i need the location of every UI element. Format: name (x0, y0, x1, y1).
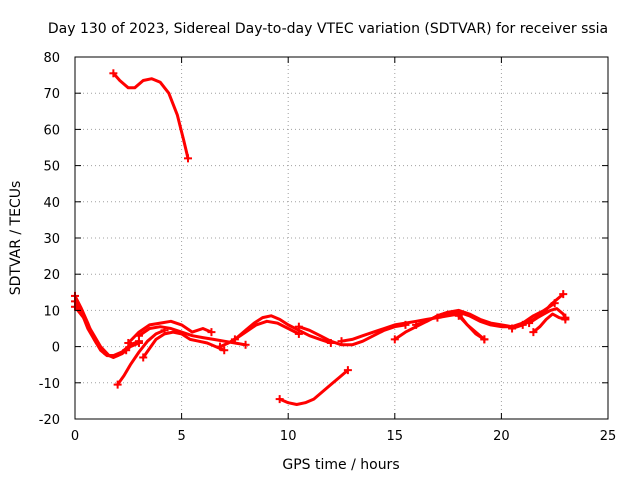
y-tick-label: 50 (43, 160, 60, 175)
y-tick-label: 10 (43, 304, 60, 319)
x-tick-label: 10 (280, 429, 297, 444)
series-end-marker (241, 340, 250, 349)
series-trace-arc-7 (126, 319, 213, 345)
x-tick-label: 15 (387, 429, 404, 444)
x-tick-label: 20 (493, 429, 510, 444)
series-end-marker (139, 353, 148, 362)
series-trace-arc-11 (297, 323, 407, 347)
series-end-marker (109, 69, 118, 78)
y-tick-label: 30 (43, 232, 60, 247)
series-end-marker (207, 328, 216, 337)
series-end-marker (412, 320, 421, 329)
y-tick-label: 20 (43, 268, 60, 283)
series-end-marker (275, 395, 284, 404)
series-end-marker (230, 335, 239, 344)
series-trace-arc-10 (233, 319, 301, 341)
series-end-marker (134, 338, 143, 347)
series-end-marker (508, 324, 517, 333)
series-end-marker (337, 337, 346, 346)
y-axis-label: SDTVAR / TECUs (8, 181, 24, 296)
x-tick-label: 0 (71, 429, 79, 444)
series-trace-arc-6 (141, 330, 226, 359)
series-end-marker (294, 329, 303, 338)
series-trace-arc-2 (73, 299, 141, 359)
series-trace-arc-5 (116, 328, 166, 387)
series-trace-arc-16 (435, 301, 557, 329)
series-trace-arc-17 (457, 314, 486, 341)
series-trace-arc-4 (111, 71, 190, 160)
series-end-marker (561, 315, 570, 324)
series-end-marker (183, 154, 192, 163)
series-end-marker (529, 328, 538, 337)
x-axis-label: GPS time / hours (282, 457, 399, 473)
y-tick-label: -20 (39, 413, 60, 428)
series-trace-arc-3 (73, 305, 128, 358)
series-trace-arc-15 (414, 308, 525, 329)
series-end-marker (559, 290, 568, 299)
series-end-marker (113, 380, 122, 389)
grid (75, 57, 608, 419)
series-trace-arc-12 (278, 368, 350, 406)
series-end-marker (433, 313, 442, 322)
series-end-marker (390, 335, 399, 344)
x-tick-label: 25 (600, 429, 617, 444)
series-end-marker (220, 346, 229, 355)
series-end-marker (454, 311, 463, 320)
axis-ticks: 0 5 10 15 20 25 -20 -10 0 10 20 30 40 50 60 70 80 (39, 51, 617, 444)
series-end-marker (215, 342, 224, 351)
series-end-marker (343, 366, 352, 375)
y-tick-label: -10 (39, 377, 60, 392)
series-trace-arc-18 (510, 292, 565, 330)
series-trace-arc-20 (531, 312, 567, 334)
series-end-marker (124, 338, 133, 347)
y-tick-label: 0 (52, 341, 60, 356)
data-series (71, 69, 570, 406)
plot-frame (74, 56, 609, 420)
chart-title: Day 130 of 2023, Sidereal Day-to-day VTE… (48, 21, 608, 37)
series-end-marker (294, 322, 303, 331)
y-tick-label: 60 (43, 123, 60, 138)
series-end-marker (134, 331, 143, 340)
y-tick-label: 70 (43, 87, 60, 102)
series-end-marker (122, 346, 131, 355)
series-trace-arc-19 (527, 307, 567, 325)
y-tick-label: 40 (43, 196, 60, 211)
series-end-marker (480, 335, 489, 344)
series-end-marker (525, 319, 534, 328)
y-tick-label: 80 (43, 51, 60, 66)
x-tick-label: 5 (177, 429, 185, 444)
